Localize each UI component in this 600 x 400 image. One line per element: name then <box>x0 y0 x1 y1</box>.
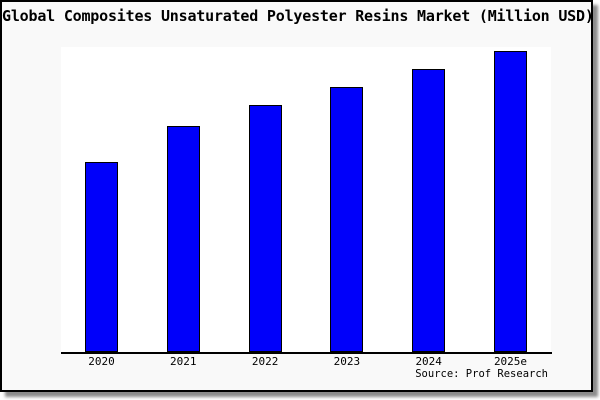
bar-2023 <box>330 87 364 352</box>
x-axis-line <box>61 352 552 354</box>
x-tick-label-2023: 2023 <box>333 355 361 368</box>
x-tick-label-2021: 2021 <box>170 355 197 368</box>
x-tick-label-2025e: 2025e <box>493 355 528 368</box>
bar-2024 <box>412 69 446 352</box>
source-credit: Source: Prof Research <box>415 368 548 380</box>
x-tick-label-2022: 2022 <box>251 355 279 368</box>
bar-2022 <box>248 105 282 352</box>
chart-title: Global Composites Unsaturated Polyester … <box>2 7 591 25</box>
chart-frame: Global Composites Unsaturated Polyester … <box>0 0 593 392</box>
plot-area <box>61 47 551 352</box>
x-tick-label-2024: 2024 <box>415 355 442 368</box>
bar-2025e <box>494 51 527 352</box>
x-tick-label-2020: 2020 <box>88 355 115 368</box>
bar-2020 <box>85 162 118 352</box>
x-axis-labels: 2020 2021 2022 2023 2024 2025e <box>2 355 591 371</box>
bar-2021 <box>166 126 200 352</box>
